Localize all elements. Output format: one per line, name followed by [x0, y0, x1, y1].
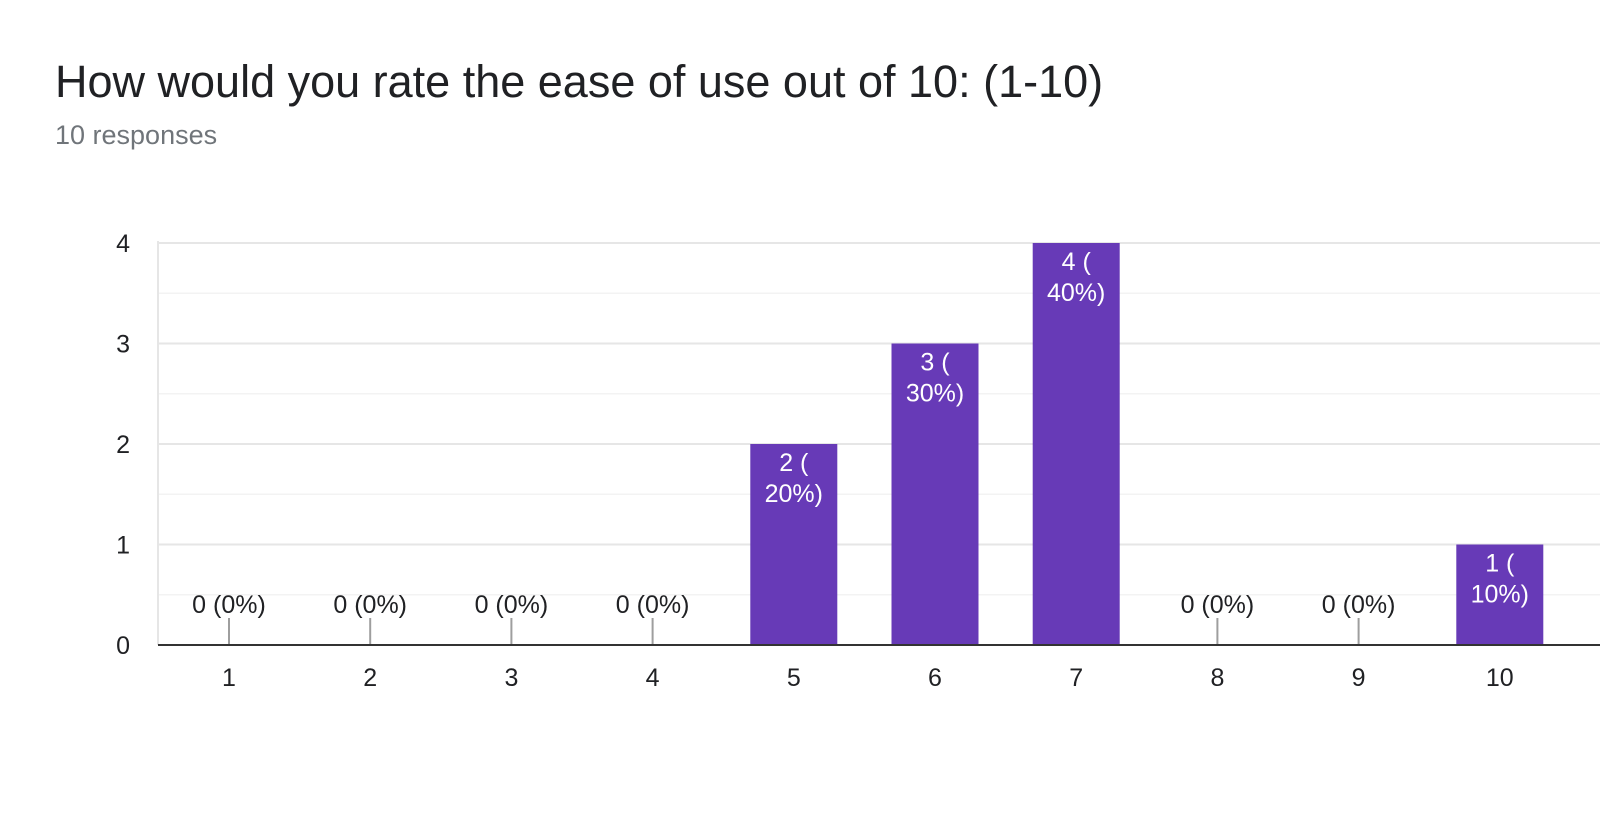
- bar-data-label: 2 (20%): [765, 449, 823, 508]
- y-tick-label: 4: [116, 230, 130, 258]
- response-count: 10 responses: [55, 120, 218, 150]
- y-tick-label: 0: [116, 632, 130, 660]
- x-tick-label: 4: [646, 664, 660, 692]
- x-tick-label: 9: [1352, 664, 1366, 692]
- bar-data-label: 0 (0%): [616, 591, 690, 619]
- bar: [750, 444, 838, 645]
- x-tick-label: 8: [1210, 664, 1224, 692]
- bar-data-label: 4 (40%): [1047, 248, 1105, 307]
- bar-data-label: 0 (0%): [475, 591, 549, 619]
- x-tick-label: 2: [363, 664, 377, 692]
- y-tick-label: 1: [116, 532, 130, 560]
- bar: [1032, 243, 1120, 645]
- bar-data-label: 1 (10%): [1471, 550, 1529, 609]
- bar-data-label: 0 (0%): [1181, 591, 1255, 619]
- x-tick-label: 3: [504, 664, 518, 692]
- x-tick-label: 6: [928, 664, 942, 692]
- x-tick-label: 7: [1069, 664, 1083, 692]
- bar-data-label: 3 (30%): [906, 349, 964, 408]
- x-tick-label: 1: [222, 664, 236, 692]
- bar-data-label: 0 (0%): [333, 591, 407, 619]
- x-tick-label: 5: [787, 664, 801, 692]
- bar: [1456, 544, 1544, 645]
- chart-title: How would you rate the ease of use out o…: [55, 56, 1104, 107]
- bar: [891, 343, 979, 645]
- bar-data-label: 0 (0%): [1322, 591, 1396, 619]
- y-tick-label: 3: [116, 331, 130, 359]
- y-tick-label: 2: [116, 431, 130, 459]
- bar-data-label: 0 (0%): [192, 591, 266, 619]
- x-tick-label: 10: [1486, 664, 1514, 692]
